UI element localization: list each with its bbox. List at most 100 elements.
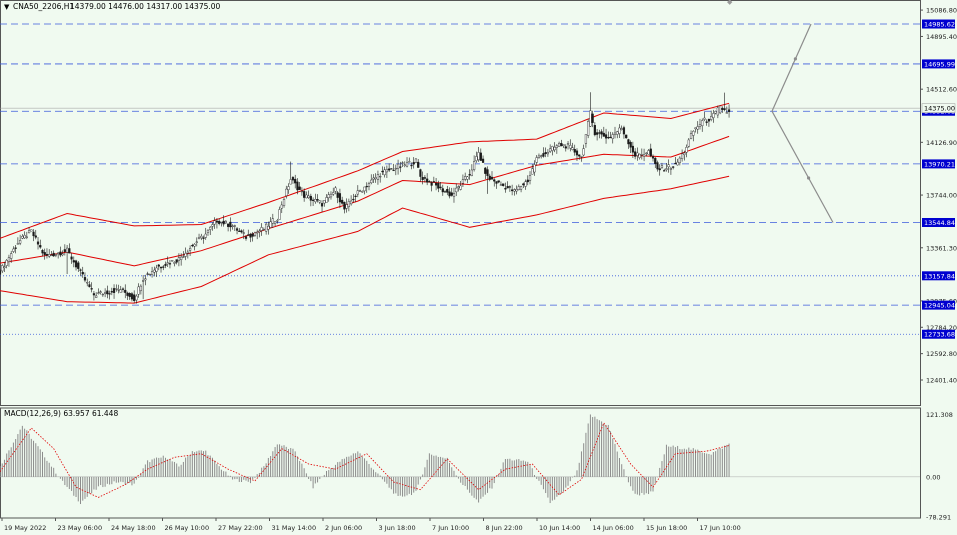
candle-body[interactable] [79,269,82,271]
candle-body[interactable] [367,183,371,187]
candle-body[interactable] [555,145,558,148]
candle-body[interactable] [229,221,232,228]
candle-body[interactable] [81,271,84,275]
candle-body[interactable] [336,192,339,198]
candle-body[interactable] [298,186,301,190]
candle-body[interactable] [589,110,592,127]
dropdown-arrow-icon[interactable]: ▼ [4,3,10,11]
candle-body[interactable] [365,185,368,188]
candle-body[interactable] [707,118,711,122]
candle-body[interactable] [144,278,147,281]
candle-body[interactable] [191,244,194,247]
candle-body[interactable] [327,194,330,199]
candle-body[interactable] [21,235,24,239]
candle-body[interactable] [551,146,554,151]
candle-body[interactable] [432,181,435,183]
candle-body[interactable] [323,200,326,204]
candle-body[interactable] [584,134,588,144]
candle-body[interactable] [112,288,116,293]
candle-body[interactable] [676,161,679,166]
candle-body[interactable] [651,156,655,159]
candle-body[interactable] [338,193,342,203]
candle-body[interactable] [61,253,64,256]
candle-body[interactable] [146,273,149,275]
candle-body[interactable] [10,253,13,259]
candle-body[interactable] [157,264,160,267]
candle-body[interactable] [137,286,140,295]
candle-body[interactable] [649,148,652,157]
candle-body[interactable] [459,185,462,190]
candle-body[interactable] [247,234,250,236]
candle-body[interactable] [468,174,471,176]
candle-body[interactable] [549,148,552,152]
candle-body[interactable] [27,230,31,234]
candle-body[interactable] [41,250,44,254]
candle-body[interactable] [499,184,503,186]
candle-body[interactable] [240,230,243,233]
candle-body[interactable] [714,111,717,114]
candle-body[interactable] [249,233,252,238]
candle-body[interactable] [596,132,599,135]
candle-body[interactable] [602,132,605,137]
candle-body[interactable] [647,150,650,155]
candle-body[interactable] [504,188,507,190]
candle-body[interactable] [305,194,308,199]
candle-body[interactable] [115,288,118,290]
candle-body[interactable] [381,170,384,173]
candle-body[interactable] [209,226,212,230]
candle-body[interactable] [441,188,444,193]
candle-body[interactable] [710,116,713,120]
candle-body[interactable] [206,229,210,233]
candle-body[interactable] [557,142,561,147]
candle-body[interactable] [631,145,634,153]
candle-body[interactable] [622,127,626,135]
candle-body[interactable] [162,266,165,268]
candle-body[interactable] [598,132,601,134]
candle-body[interactable] [446,189,449,193]
candle-body[interactable] [3,266,6,269]
candle-body[interactable] [629,141,632,148]
candle-body[interactable] [663,170,666,172]
candle-body[interactable] [39,245,42,248]
candle-body[interactable] [421,177,424,180]
candle-body[interactable] [296,181,299,191]
candle-body[interactable] [294,178,297,184]
candle-body[interactable] [399,166,402,168]
candle-body[interactable] [90,288,93,290]
candle-body[interactable] [392,169,395,172]
candle-body[interactable] [303,191,306,198]
candle-body[interactable] [540,155,543,157]
candle-body[interactable] [287,186,290,190]
candle-body[interactable] [620,128,623,130]
candle-body[interactable] [374,177,377,180]
candle-body[interactable] [121,288,125,290]
candle-body[interactable] [455,187,458,193]
candle-body[interactable] [502,183,505,186]
candle-body[interactable] [265,223,268,232]
projection-line[interactable] [771,23,812,112]
candle-body[interactable] [273,221,277,224]
candle-body[interactable] [430,182,433,186]
candle-body[interactable] [211,224,214,227]
candle-body[interactable] [698,124,702,127]
candle-body[interactable] [36,241,40,245]
candle-body[interactable] [320,203,324,207]
candle-body[interactable] [16,243,19,245]
candle-body[interactable] [484,167,487,174]
candle-body[interactable] [587,121,590,136]
candle-body[interactable] [434,182,438,186]
projection-line[interactable] [771,110,834,223]
candle-body[interactable] [0,270,2,275]
candle-body[interactable] [497,180,500,183]
candle-body[interactable] [560,143,563,147]
candle-body[interactable] [110,291,113,293]
candle-body[interactable] [341,199,344,204]
candle-body[interactable] [5,260,8,266]
candle-body[interactable] [148,273,151,276]
candle-body[interactable] [687,139,690,147]
candle-body[interactable] [701,120,704,127]
candle-body[interactable] [490,176,494,180]
candle-body[interactable] [345,204,348,209]
candle-body[interactable] [182,256,185,258]
candle-body[interactable] [408,161,411,163]
